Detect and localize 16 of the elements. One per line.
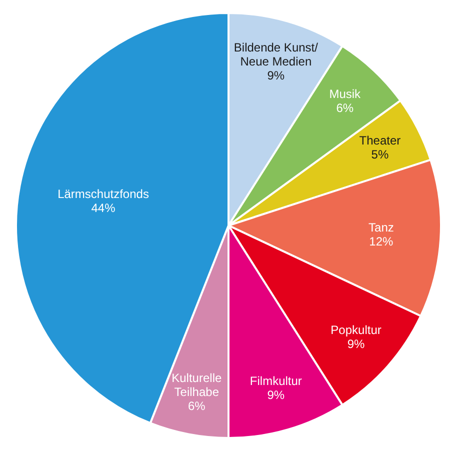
data-label: 9%: [347, 337, 366, 352]
data-label: 12%: [369, 234, 394, 248]
slice-label: Musik: [329, 86, 362, 101]
data-label: 5%: [371, 148, 389, 162]
slice-label: Filmkultur: [250, 374, 302, 388]
slice-label: Tanz: [368, 220, 394, 234]
slice-label: Bildende Kunst/Neue Medien: [234, 40, 319, 69]
data-label: 6%: [336, 100, 354, 115]
data-label: 6%: [188, 398, 206, 413]
slice-label: Theater: [359, 134, 401, 148]
data-label: 44%: [91, 200, 116, 215]
slice-label: Lärmschutzfonds: [58, 186, 149, 201]
data-label: 9%: [267, 388, 285, 402]
slice-label: Kulturelle Teilhabe: [172, 370, 222, 399]
slice-label: Popkultur: [330, 323, 382, 338]
data-label: 9%: [267, 68, 285, 83]
